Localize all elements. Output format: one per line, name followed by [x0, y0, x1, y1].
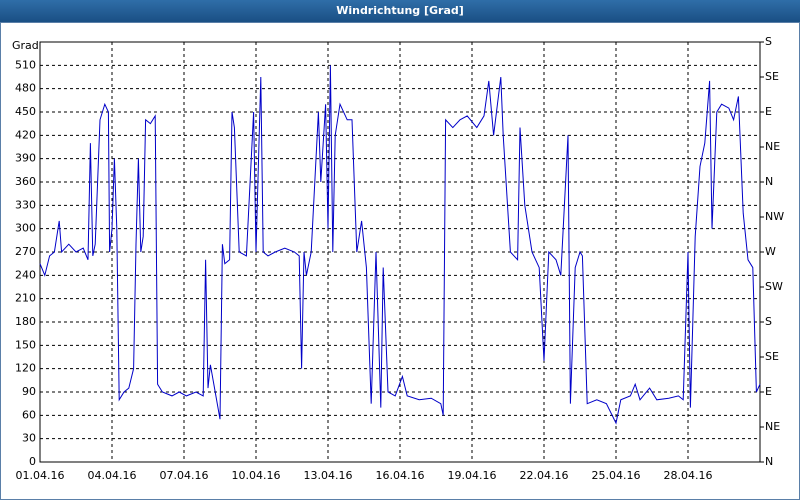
x-tick-label: 07.04.16: [160, 469, 209, 482]
y2-tick-label: N: [765, 175, 773, 188]
y-tick-label: 420: [15, 128, 36, 141]
y2-tick-label: E: [765, 105, 772, 118]
y-tick-label: 330: [15, 198, 36, 211]
y-tick-label: 300: [15, 222, 36, 235]
x-tick-label: 19.04.16: [448, 469, 497, 482]
data-line: [39, 65, 761, 425]
y-tick-label: 270: [15, 245, 36, 258]
y-tick-label: 480: [15, 82, 36, 95]
y-tick-label: 240: [15, 268, 36, 281]
x-tick-label: 04.04.16: [88, 469, 137, 482]
plot-border: [39, 41, 761, 463]
y-tick-label: 360: [15, 175, 36, 188]
y2-tick-label: E: [765, 385, 772, 398]
x-tick-label: 10.04.16: [232, 469, 281, 482]
y-tick-label: 210: [15, 292, 36, 305]
y2-tick-label: N: [765, 455, 773, 468]
y2-tick-label: NW: [765, 210, 784, 223]
title-bar: [0, 0, 800, 22]
y-tick-label: 90: [22, 385, 36, 398]
x-tick-label: 25.04.16: [592, 469, 641, 482]
y-tick-label: 390: [15, 152, 36, 165]
y-tick-label: 510: [15, 58, 36, 71]
y-axis-label: Grad: [12, 39, 39, 52]
x-tick-label: 22.04.16: [520, 469, 569, 482]
x-tick-label: 13.04.16: [304, 469, 353, 482]
chart-title: Windrichtung [Grad]: [336, 4, 464, 17]
x-tick-label: 01.04.16: [16, 469, 65, 482]
y2-tick-label: S: [765, 315, 772, 328]
y2-tick-label: SE: [765, 350, 779, 363]
y-tick-label: 150: [15, 338, 36, 351]
y-tick-label: 180: [15, 315, 36, 328]
y-tick-label: 60: [22, 408, 36, 421]
x-tick-label: 16.04.16: [376, 469, 425, 482]
y2-tick-label: NE: [765, 420, 780, 433]
y2-tick-label: SW: [765, 280, 783, 293]
x-tick-label: 28.04.16: [664, 469, 713, 482]
y-tick-label: 0: [29, 455, 36, 468]
y2-tick-label: W: [765, 245, 776, 258]
y-tick-label: 450: [15, 105, 36, 118]
y-tick-label: 120: [15, 362, 36, 375]
y-tick-label: 30: [22, 432, 36, 445]
y2-tick-label: SE: [765, 70, 779, 83]
y2-tick-label: S: [765, 35, 772, 48]
y2-tick-label: NE: [765, 140, 780, 153]
